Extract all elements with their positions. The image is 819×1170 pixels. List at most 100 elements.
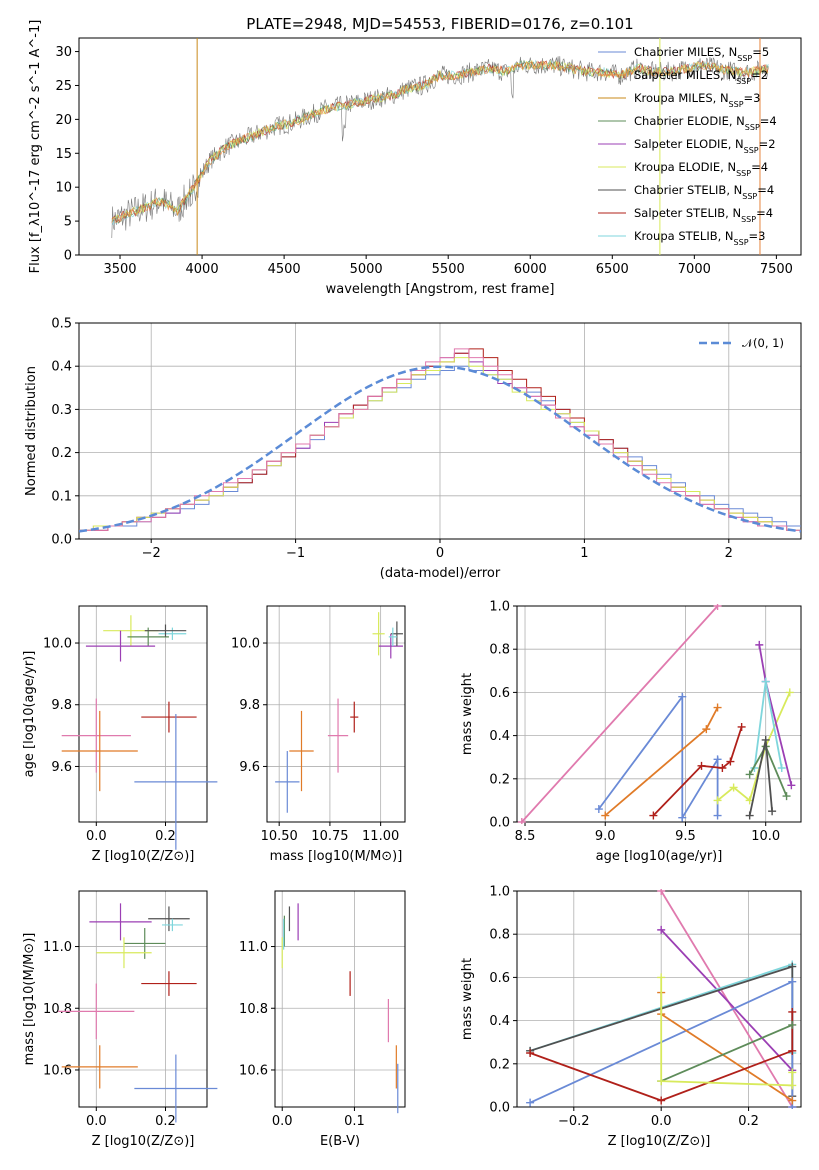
y-tick-label: 0.4	[489, 729, 510, 744]
legend-subscript: SSP	[737, 54, 752, 63]
weight-marker	[678, 692, 687, 701]
y-tick-label: 1.0	[489, 600, 510, 615]
y-tick-label: 0.8	[489, 928, 510, 943]
weight-marker	[768, 807, 777, 816]
weight-series	[748, 739, 773, 816]
x-tick-label: 10.50	[261, 829, 298, 844]
legend-value: =2	[759, 137, 776, 151]
weight-marker	[777, 764, 786, 772]
axes-frame	[78, 890, 208, 1108]
y-axis-label: Normed distribution	[24, 366, 39, 496]
legend-entry: 𝒩(0, 1)	[742, 336, 784, 350]
y-axis-label: mass weight	[460, 958, 475, 1040]
legend-entry: Chabrier STELIB, NSSP=4	[634, 183, 774, 201]
weight-marker	[657, 1096, 666, 1105]
axes-frame	[516, 890, 802, 1108]
y-tick-label: 20	[55, 113, 72, 128]
weight-marker	[526, 1098, 535, 1107]
legend-subscript: SSP	[741, 215, 756, 224]
legend-value: =4	[757, 183, 774, 197]
y-tick-label: 0	[64, 249, 72, 264]
x-tick-label: 0.2	[155, 1114, 176, 1129]
legend-entry: Kroupa STELIB, NSSP=3	[634, 229, 765, 247]
x-axis-label: Z [log10(Z/Z⊙)]	[92, 1134, 195, 1149]
y-tick-label: 9.8	[51, 698, 72, 713]
weight-marker	[657, 1077, 666, 1086]
axes-frame	[78, 322, 802, 540]
x-tick-label: 1	[580, 546, 588, 561]
y-tick-label: 0.5	[51, 317, 72, 332]
weight-marker	[517, 818, 526, 824]
panel-massweight_vs_age: 8.5 9.0 9.5 10.0 0.0 0.2 0.4 0.6 0.8 1.0 age [log1…	[460, 600, 802, 864]
weight-marker	[713, 703, 722, 712]
legend-value: =3	[749, 229, 766, 243]
weight-marker	[788, 977, 797, 986]
x-tick-label: −1	[286, 546, 305, 561]
weight-marker	[713, 811, 722, 820]
y-tick-label: 10.6	[43, 1063, 72, 1078]
x-axis-label: (data-model)/error	[380, 566, 501, 581]
panel-mass_vs_Z: 0.0 0.2 10.6 10.8 11.0 Z [log10(Z/Z⊙)] mass [l…	[22, 890, 218, 1149]
y-tick-label: 0.6	[489, 971, 510, 986]
axes-frame	[78, 605, 208, 823]
x-tick-label: 7500	[760, 262, 793, 277]
legend-subscript: SSP	[745, 123, 760, 132]
weight-lines	[517, 604, 796, 824]
legend-value: =5	[752, 45, 769, 59]
weight-series	[521, 605, 719, 823]
legend-subscript: SSP	[744, 146, 759, 155]
y-tick-label: 30	[55, 45, 72, 60]
x-tick-label: 0.0	[86, 829, 107, 844]
y-tick-label: 10.6	[239, 1063, 268, 1078]
y-tick-label: 0.0	[489, 1101, 510, 1116]
x-tick-label: 10.75	[311, 829, 348, 844]
weight-marker	[761, 735, 770, 744]
legend-subscript: SSP	[736, 169, 751, 178]
x-tick-label: 10.0	[751, 829, 780, 844]
y-tick-label: 0.0	[489, 816, 510, 831]
weight-marker	[729, 783, 738, 792]
spectrum-lines	[111, 38, 769, 255]
weight-marker	[755, 640, 764, 649]
y-tick-label: 9.6	[51, 760, 72, 775]
x-axis-label: E(B-V)	[320, 1134, 360, 1149]
legend-value: =2	[751, 68, 768, 82]
y-tick-label: 0.1	[51, 489, 72, 504]
weight-marker	[657, 925, 666, 934]
weight-lines	[526, 889, 797, 1109]
normal-curve	[79, 365, 801, 533]
y-tick-label: 1.0	[489, 885, 510, 900]
x-tick-label: 6000	[514, 262, 547, 277]
x-tick-label: 2	[725, 546, 733, 561]
x-tick-label: 0	[436, 546, 444, 561]
histograms	[79, 348, 801, 533]
y-tick-label: 10.0	[43, 637, 72, 652]
weight-series	[598, 693, 719, 821]
weight-marker	[713, 796, 722, 805]
legend-subscript: SSP	[729, 100, 744, 109]
axes-frame	[516, 605, 802, 823]
legend-subscript: SSP	[742, 192, 757, 201]
x-tick-label: 4000	[186, 262, 219, 277]
x-tick-label: −0.2	[558, 1114, 590, 1129]
panel-mass_vs_ebv: 0.0 0.1 10.6 10.8 11.0 E(B-V)	[239, 890, 406, 1149]
x-tick-label: 6500	[596, 262, 629, 277]
y-tick-label: 10.8	[43, 1002, 72, 1017]
y-tick-label: 0.0	[51, 533, 72, 548]
x-tick-label: 0.2	[155, 829, 176, 844]
axes-frame	[266, 605, 406, 823]
weight-marker	[713, 604, 722, 610]
legend-entry: Chabrier ELODIE, NSSP=4	[634, 114, 777, 132]
y-tick-label: 0.8	[489, 643, 510, 658]
y-axis-label: mass weight	[460, 673, 475, 755]
weight-marker	[702, 725, 711, 734]
x-tick-label: 4500	[268, 262, 301, 277]
weight-marker	[788, 1046, 797, 1055]
y-tick-label: 0.2	[51, 446, 72, 461]
y-tick-label: 0.6	[489, 686, 510, 701]
panel-spectrum: 3500 4000 4500 5000 5500 6000 6500 7000 7500 0 5 10…	[28, 20, 802, 297]
panel-massweight_vs_Z: −0.2 0.0 0.2 0.0 0.2 0.4 0.6 0.8 1.0 Z [log10(Z/Z…	[460, 885, 802, 1149]
legend-entry: Kroupa ELODIE, NSSP=4	[634, 160, 768, 178]
x-tick-label: 8.5	[515, 829, 536, 844]
legend-value: =4	[756, 206, 773, 220]
